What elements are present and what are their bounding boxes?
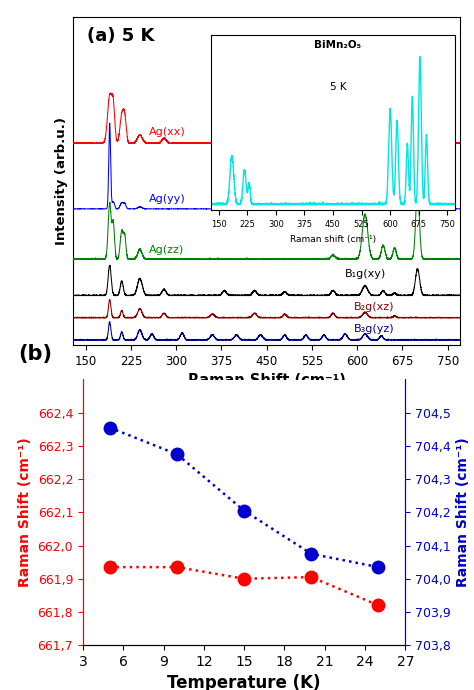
- Text: B₃g(yz): B₃g(yz): [354, 324, 395, 334]
- Text: Ag(yy): Ag(yy): [149, 194, 186, 204]
- Y-axis label: Raman Shift (cm⁻¹): Raman Shift (cm⁻¹): [18, 437, 32, 587]
- Text: (b): (b): [18, 344, 53, 364]
- X-axis label: Raman Shift (cm⁻¹): Raman Shift (cm⁻¹): [188, 373, 346, 388]
- Text: Ag(xx): Ag(xx): [149, 127, 186, 137]
- Text: 5 K: 5 K: [329, 82, 346, 92]
- Text: B₂g(xz): B₂g(xz): [354, 302, 395, 312]
- X-axis label: Temperature (K): Temperature (K): [167, 674, 321, 690]
- Text: BiMn₂O₅: BiMn₂O₅: [314, 40, 362, 50]
- Text: (a) 5 K: (a) 5 K: [87, 27, 155, 45]
- Y-axis label: Intensity (arb.u.): Intensity (arb.u.): [55, 117, 68, 245]
- Text: B₁g(xy): B₁g(xy): [345, 270, 386, 279]
- X-axis label: Raman shift (cm⁻¹): Raman shift (cm⁻¹): [290, 235, 376, 244]
- Text: Ag(zz): Ag(zz): [149, 245, 184, 255]
- Y-axis label: Raman Shift (cm⁻¹): Raman Shift (cm⁻¹): [456, 437, 470, 587]
